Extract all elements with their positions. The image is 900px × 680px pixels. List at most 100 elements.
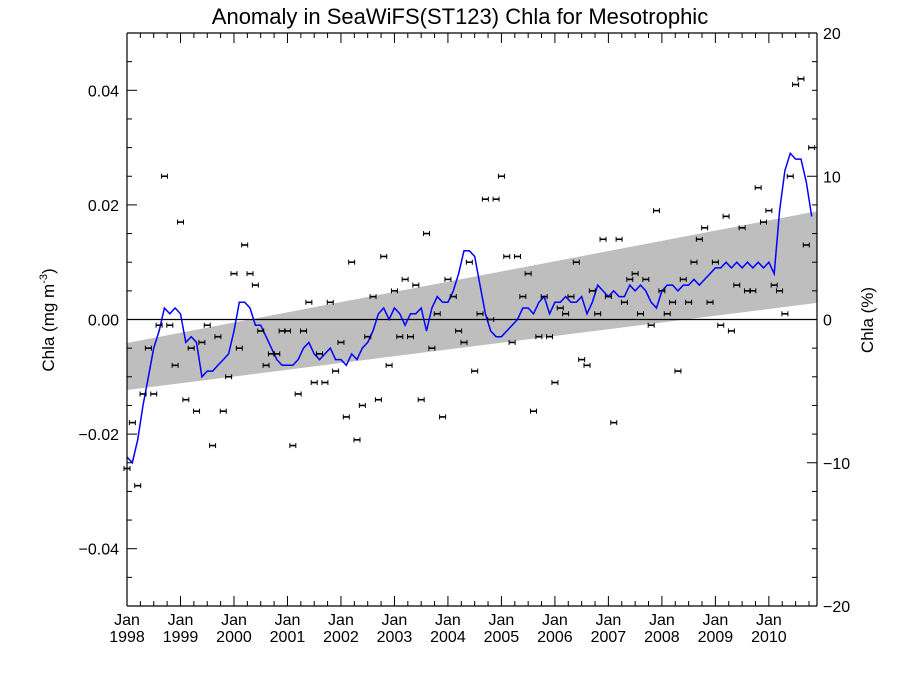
- data-point: [610, 420, 618, 426]
- data-point: [300, 328, 308, 334]
- x-tick-label-year: 2008: [644, 629, 680, 646]
- trend-band: [127, 211, 817, 390]
- data-point: [353, 437, 361, 443]
- data-point: [358, 402, 366, 408]
- x-tick-label-month: Jan: [435, 612, 461, 629]
- x-tick-label-month: Jan: [542, 612, 568, 629]
- data-point: [337, 339, 345, 345]
- data-point: [642, 276, 650, 282]
- y-axis-label-left: Chla (mg m-3): [38, 268, 58, 371]
- chart-title: Anomaly in SeaWiFS(ST123) Chla for Mesot…: [212, 4, 708, 29]
- data-point: [283, 328, 291, 334]
- x-tick-label-year: 2001: [270, 629, 306, 646]
- data-point: [230, 271, 238, 277]
- data-point: [401, 276, 409, 282]
- data-point: [738, 225, 746, 231]
- data-point: [530, 408, 538, 414]
- running-mean-layer: [126, 151, 813, 465]
- y-tick-label-right: −20: [823, 599, 850, 616]
- data-point: [460, 339, 468, 345]
- data-point: [209, 443, 217, 449]
- y-tick-label-left: −0.02: [79, 427, 120, 444]
- data-point: [754, 185, 762, 191]
- data-point: [160, 173, 168, 179]
- data-point: [235, 345, 243, 351]
- data-point: [310, 380, 318, 386]
- y-axis-label-right: Chla (%): [858, 287, 877, 353]
- data-point: [513, 253, 521, 259]
- data-point: [417, 397, 425, 403]
- data-point: [572, 259, 580, 265]
- data-point: [374, 397, 382, 403]
- data-point: [503, 253, 511, 259]
- y-tick-label-left: −0.04: [79, 542, 120, 559]
- data-point: [219, 408, 227, 414]
- data-point: [289, 443, 297, 449]
- data-point: [198, 339, 206, 345]
- data-point: [567, 294, 575, 300]
- data-point: [380, 253, 388, 259]
- data-point: [599, 236, 607, 242]
- data-point: [647, 322, 655, 328]
- data-point: [669, 299, 677, 305]
- data-point: [385, 362, 393, 368]
- data-point: [781, 311, 789, 317]
- data-point: [786, 173, 794, 179]
- data-point: [332, 368, 340, 374]
- data-point: [679, 276, 687, 282]
- data-point: [171, 362, 179, 368]
- data-point: [497, 173, 505, 179]
- x-tick-label-year: 2004: [430, 629, 466, 646]
- data-point: [765, 208, 773, 214]
- data-point: [390, 288, 398, 294]
- data-point: [674, 368, 682, 374]
- x-tick-label-year: 2010: [751, 629, 787, 646]
- anomaly-points-layer: [123, 76, 816, 489]
- data-point: [203, 322, 211, 328]
- y-tick-label-right: 10: [823, 169, 841, 186]
- data-point: [792, 82, 800, 88]
- data-point: [690, 259, 698, 265]
- data-point: [139, 391, 147, 397]
- data-point: [733, 282, 741, 288]
- data-point: [508, 339, 516, 345]
- data-point: [578, 357, 586, 363]
- data-point: [626, 276, 634, 282]
- x-tick-label-month: Jan: [275, 612, 301, 629]
- data-point: [749, 288, 757, 294]
- data-point: [246, 271, 254, 277]
- data-point: [588, 288, 596, 294]
- x-tick-label-month: Jan: [328, 612, 354, 629]
- data-point: [428, 345, 436, 351]
- trend-band-layer: [127, 211, 817, 390]
- ticks-layer: 0.040.020.00−0.02−0.0420100−10−20Jan1998…: [79, 26, 851, 646]
- x-tick-label-month: Jan: [221, 612, 247, 629]
- data-point: [802, 242, 810, 248]
- data-point: [369, 294, 377, 300]
- data-point: [727, 328, 735, 334]
- data-point: [176, 219, 184, 225]
- data-point: [631, 271, 639, 277]
- y-tick-label-right: −10: [823, 456, 850, 473]
- data-point: [540, 294, 548, 300]
- x-tick-label-year: 2007: [591, 629, 627, 646]
- data-point: [465, 259, 473, 265]
- data-point: [251, 282, 259, 288]
- data-point: [615, 236, 623, 242]
- data-point: [257, 328, 265, 334]
- y-tick-label-left: 0.00: [88, 313, 119, 330]
- data-point: [492, 196, 500, 202]
- data-point: [546, 334, 554, 340]
- y-tick-label-right: 0: [823, 313, 832, 330]
- x-tick-label-year: 2009: [698, 629, 734, 646]
- data-point: [439, 414, 447, 420]
- data-point: [412, 282, 420, 288]
- running-mean-line: [126, 151, 813, 465]
- data-point: [155, 322, 163, 328]
- data-point: [193, 408, 201, 414]
- data-point: [717, 322, 725, 328]
- data-point: [305, 299, 313, 305]
- data-point: [701, 225, 709, 231]
- data-point: [711, 259, 719, 265]
